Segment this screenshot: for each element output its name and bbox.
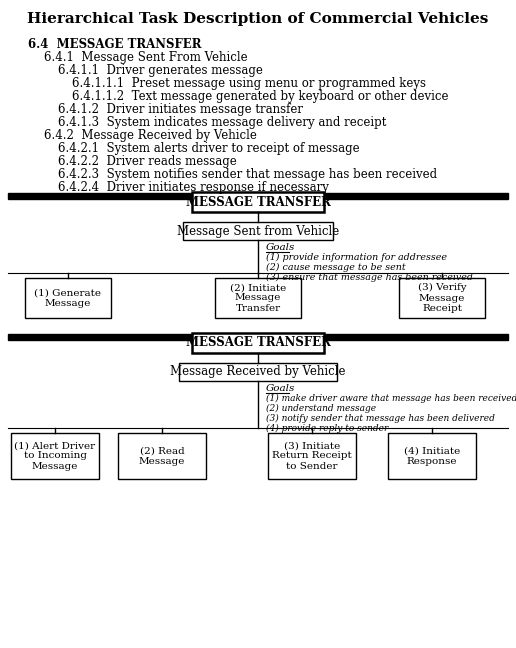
Text: 6.4.2.3  System notifies sender that message has been received: 6.4.2.3 System notifies sender that mess… <box>58 168 437 181</box>
Text: (3) notify sender that message has been delivered: (3) notify sender that message has been … <box>266 414 495 423</box>
FancyBboxPatch shape <box>179 363 337 381</box>
Text: 6.4.1.1  Driver generates message: 6.4.1.1 Driver generates message <box>58 64 263 77</box>
Text: Message Received by Vehicle: Message Received by Vehicle <box>170 365 346 378</box>
Text: (1) make driver aware that message has been received: (1) make driver aware that message has b… <box>266 394 516 403</box>
FancyBboxPatch shape <box>118 433 206 479</box>
FancyBboxPatch shape <box>192 333 324 353</box>
Text: (2) Read
Message: (2) Read Message <box>139 446 185 466</box>
FancyBboxPatch shape <box>215 278 301 318</box>
FancyBboxPatch shape <box>183 222 333 240</box>
Text: MESSAGE TRANSFER: MESSAGE TRANSFER <box>186 196 330 209</box>
Text: (1) provide information for addressee: (1) provide information for addressee <box>266 253 447 262</box>
Text: 6.4.1.1.2  Text message generated by keyboard or other device: 6.4.1.1.2 Text message generated by keyb… <box>72 90 448 103</box>
Text: (3) Initiate
Return Receipt
to Sender: (3) Initiate Return Receipt to Sender <box>272 441 352 471</box>
Text: (2) understand message: (2) understand message <box>266 404 376 413</box>
Text: 6.4.1.2  Driver initiates message transfer: 6.4.1.2 Driver initiates message transfe… <box>58 103 303 116</box>
Text: 6.4.2.1  System alerts driver to receipt of message: 6.4.2.1 System alerts driver to receipt … <box>58 142 360 155</box>
FancyBboxPatch shape <box>11 433 99 479</box>
Text: (2) cause message to be sent: (2) cause message to be sent <box>266 263 406 272</box>
Text: (1) Generate
Message: (1) Generate Message <box>35 288 102 308</box>
Text: Message Sent from Vehicle: Message Sent from Vehicle <box>177 224 339 238</box>
Text: 6.4  MESSAGE TRANSFER: 6.4 MESSAGE TRANSFER <box>28 38 202 51</box>
Text: (2) Initiate
Message
Transfer: (2) Initiate Message Transfer <box>230 283 286 313</box>
Text: 6.4.1.1.1  Preset message using menu or programmed keys: 6.4.1.1.1 Preset message using menu or p… <box>72 77 426 90</box>
Text: Goals: Goals <box>266 384 295 393</box>
Text: Hierarchical Task Description of Commercial Vehicles: Hierarchical Task Description of Commerc… <box>27 12 489 26</box>
FancyBboxPatch shape <box>192 192 324 212</box>
Text: MESSAGE TRANSFER: MESSAGE TRANSFER <box>186 336 330 349</box>
Text: 6.4.2  Message Received by Vehicle: 6.4.2 Message Received by Vehicle <box>44 129 257 142</box>
Text: (1) Alert Driver
to Incoming
Message: (1) Alert Driver to Incoming Message <box>14 441 95 471</box>
Text: 6.4.2.4  Driver initiates response if necessary: 6.4.2.4 Driver initiates response if nec… <box>58 181 329 194</box>
Text: 6.4.1.3  System indicates message delivery and receipt: 6.4.1.3 System indicates message deliver… <box>58 116 386 129</box>
Text: 6.4.2.2  Driver reads message: 6.4.2.2 Driver reads message <box>58 155 237 168</box>
FancyBboxPatch shape <box>268 433 356 479</box>
Bar <box>8 334 508 340</box>
Text: 6.4.1  Message Sent From Vehicle: 6.4.1 Message Sent From Vehicle <box>44 51 248 64</box>
FancyBboxPatch shape <box>25 278 111 318</box>
Bar <box>8 193 508 199</box>
FancyBboxPatch shape <box>388 433 476 479</box>
Text: Goals: Goals <box>266 243 295 252</box>
FancyBboxPatch shape <box>399 278 485 318</box>
Text: (3) Verify
Message
Receipt: (3) Verify Message Receipt <box>417 283 466 313</box>
Text: (3) ensure that message has been received: (3) ensure that message has been receive… <box>266 273 473 282</box>
Text: (4) provide reply to sender: (4) provide reply to sender <box>266 424 388 433</box>
Text: (4) Initiate
Response: (4) Initiate Response <box>404 446 460 466</box>
